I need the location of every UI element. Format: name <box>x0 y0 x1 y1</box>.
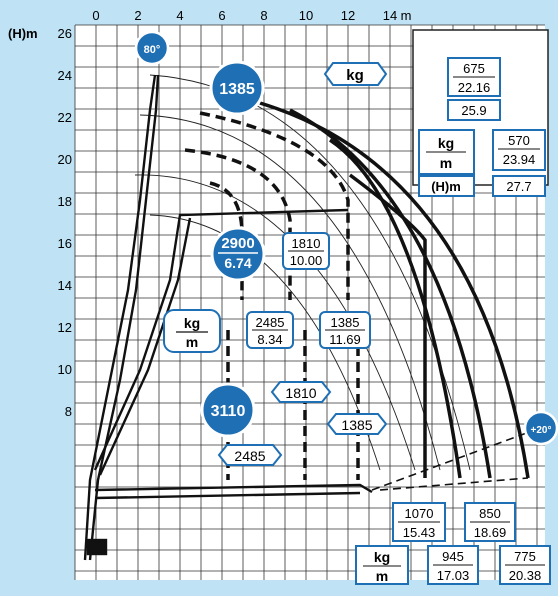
crane-base <box>86 538 108 556</box>
jib-570: 570 <box>508 133 530 148</box>
x-tick-2: 2 <box>134 8 141 23</box>
reach-arc-2 <box>139 114 441 471</box>
badge-3110-text: 3110 <box>211 403 246 420</box>
tag-2485-text: 2485 <box>234 448 265 464</box>
badge-20-text: +20° <box>531 425 552 436</box>
loadbox-2485-kg: 2485 <box>256 315 285 330</box>
loadbox-850-m: 18.69 <box>474 525 507 540</box>
unit-legend-bottom: kg m <box>355 545 409 585</box>
loadbox-775-kg: 775 <box>514 549 536 564</box>
jib-lines <box>371 427 541 491</box>
y-tick-24: 24 <box>58 68 72 83</box>
loadbox-1810: 1810 10.00 <box>282 232 330 270</box>
x-tick-0: 0 <box>92 8 99 23</box>
loadbox-1385-m: 11.69 <box>329 332 361 347</box>
jib-line-2 <box>379 477 529 491</box>
envelope-curve-4 <box>348 173 427 478</box>
y-tick-8: 8 <box>65 404 72 419</box>
y-tick-12: 12 <box>58 320 72 335</box>
unit-legend-mid-m: m <box>186 334 198 350</box>
jib-unit-m: m <box>440 155 452 171</box>
badge-3110: 3110 <box>200 382 256 438</box>
unit-legend-mid: kg m <box>163 309 221 353</box>
tag-1810-text: 1810 <box>285 385 316 401</box>
y-tick-22: 22 <box>58 110 72 125</box>
y-tick-26: 26 <box>58 26 72 41</box>
crane-mast-main <box>83 74 157 561</box>
badge-2900-reach: 6.74 <box>224 255 251 271</box>
jib-panel: 675 22.16 25.9 kg m 570 23.94 (H)m 27.7 <box>412 29 549 197</box>
x-tick-10: 10 <box>299 8 313 23</box>
loadbox-2485: 2485 8.34 <box>246 311 294 349</box>
crane-boom-horizontal <box>94 483 373 494</box>
jib-2216: 22.16 <box>458 80 491 95</box>
jib-277: 27.7 <box>506 179 531 194</box>
tag-1385: 1385 <box>326 413 388 435</box>
x-tick-4: 4 <box>176 8 183 23</box>
tag-2485: 2485 <box>217 444 283 466</box>
dashed-curve-1 <box>199 111 350 300</box>
badge-20: +20° <box>523 410 558 446</box>
jib-2394: 23.94 <box>503 152 536 167</box>
badge-80-text: 80° <box>144 44 161 56</box>
y-tick-20: 20 <box>58 152 72 167</box>
y-tick-16: 16 <box>58 236 72 251</box>
loadbox-1810-m: 10.00 <box>290 253 323 268</box>
crane-mast-inner <box>88 74 160 561</box>
jib-line-1 <box>371 427 541 491</box>
envelope-curve-2 <box>289 108 492 479</box>
y-tick-10: 10 <box>58 362 72 377</box>
crane-boom-horizontal-2 <box>94 491 361 500</box>
unit-legend-mid-kg: kg <box>184 315 200 331</box>
loadbox-1070-m: 15.43 <box>403 525 436 540</box>
jib-675: 675 <box>463 61 485 76</box>
loadbox-945-m: 17.03 <box>437 568 470 583</box>
loadbox-1810-kg: 1810 <box>292 236 321 251</box>
y-tick-18: 18 <box>58 194 72 209</box>
y-tick-14: 14 <box>58 278 72 293</box>
dashed-envelopes <box>184 111 360 480</box>
loadbox-1070: 1070 15.43 <box>392 502 446 542</box>
jib-h-label: (H)m <box>431 179 461 194</box>
x-tick-12: 12 <box>341 8 355 23</box>
x-tick-8: 8 <box>260 8 267 23</box>
loadbox-1385-kg: 1385 <box>331 315 360 330</box>
loadbox-1385: 1385 11.69 <box>319 311 371 349</box>
loadbox-945: 945 17.03 <box>427 545 479 585</box>
loadbox-850: 850 18.69 <box>464 502 516 542</box>
jib-unit-kg: kg <box>438 135 454 151</box>
x-tick-6: 6 <box>218 8 225 23</box>
tag-kg: kg <box>323 62 388 86</box>
loadbox-945-kg: 945 <box>442 549 464 564</box>
tag-1810: 1810 <box>270 381 332 403</box>
badge-2900: 2900 6.74 <box>210 226 266 282</box>
load-envelope <box>259 101 530 479</box>
tag-1385-text: 1385 <box>341 417 372 433</box>
x-tick-14: 14 <box>383 8 397 23</box>
jib-259: 25.9 <box>461 103 486 118</box>
y-unit: (H)m <box>8 26 38 41</box>
badge-1385: 1385 <box>209 60 265 116</box>
crane-boom-1 <box>93 208 349 471</box>
badge-2900-load: 2900 <box>221 235 254 252</box>
unit-legend-bottom-m: m <box>376 568 388 584</box>
badge-1385-text: 1385 <box>219 81 255 98</box>
x-unit: m <box>401 8 412 23</box>
dashed-curve-2 <box>184 148 292 300</box>
dashed-curve-3 <box>209 181 244 300</box>
loadbox-775-m: 20.38 <box>509 568 542 583</box>
envelope-curve-3 <box>329 138 462 479</box>
badge-80: 80° <box>134 30 170 66</box>
unit-legend-bottom-kg: kg <box>374 549 390 565</box>
loadbox-775: 775 20.38 <box>499 545 551 585</box>
loadbox-1070-kg: 1070 <box>405 506 434 521</box>
loadbox-2485-m: 8.34 <box>257 332 282 347</box>
tag-kg-text: kg <box>346 67 364 84</box>
loadbox-850-kg: 850 <box>479 506 501 521</box>
